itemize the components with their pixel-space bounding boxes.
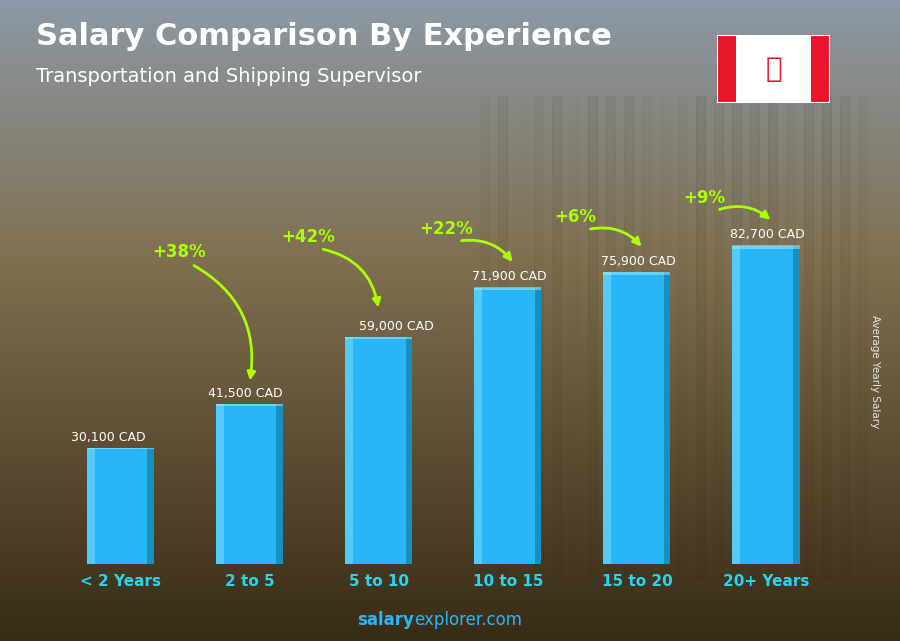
Bar <box>858 96 867 577</box>
Bar <box>87 448 154 449</box>
Bar <box>603 272 670 275</box>
Bar <box>660 96 669 577</box>
Bar <box>733 246 799 249</box>
Bar <box>750 96 759 577</box>
Text: 30,100 CAD: 30,100 CAD <box>71 431 146 444</box>
Bar <box>786 96 795 577</box>
Bar <box>87 448 95 564</box>
Bar <box>603 272 611 564</box>
Bar <box>216 404 284 406</box>
Text: explorer.com: explorer.com <box>414 612 522 629</box>
Bar <box>732 96 741 577</box>
Bar <box>406 337 412 564</box>
Text: +9%: +9% <box>683 189 725 207</box>
Text: Average Yearly Salary: Average Yearly Salary <box>869 315 880 428</box>
Bar <box>480 96 489 577</box>
Bar <box>570 96 579 577</box>
Text: +38%: +38% <box>152 243 205 261</box>
Bar <box>148 448 154 564</box>
Text: 🍁: 🍁 <box>765 55 782 83</box>
Bar <box>733 246 741 564</box>
Text: +42%: +42% <box>281 228 335 246</box>
Bar <box>793 246 799 564</box>
Bar <box>276 404 284 564</box>
Bar <box>498 96 507 577</box>
Bar <box>345 337 412 340</box>
Bar <box>678 96 687 577</box>
Text: +6%: +6% <box>554 208 596 226</box>
Bar <box>642 96 651 577</box>
Bar <box>840 96 849 577</box>
Bar <box>588 96 597 577</box>
FancyBboxPatch shape <box>733 246 799 564</box>
Bar <box>664 272 670 564</box>
Bar <box>552 96 561 577</box>
Bar <box>822 96 831 577</box>
FancyBboxPatch shape <box>345 337 412 564</box>
Text: 41,500 CAD: 41,500 CAD <box>208 387 283 400</box>
Bar <box>696 96 705 577</box>
Bar <box>535 288 542 564</box>
Bar <box>736 35 811 103</box>
FancyBboxPatch shape <box>216 404 284 564</box>
FancyBboxPatch shape <box>603 272 670 564</box>
Text: +22%: +22% <box>419 220 472 238</box>
Bar <box>474 287 542 290</box>
Text: Transportation and Shipping Supervisor: Transportation and Shipping Supervisor <box>36 67 421 87</box>
FancyBboxPatch shape <box>87 448 154 564</box>
Text: 71,900 CAD: 71,900 CAD <box>472 270 546 283</box>
Bar <box>606 96 615 577</box>
Bar <box>714 96 723 577</box>
Bar <box>624 96 633 577</box>
FancyBboxPatch shape <box>474 288 542 564</box>
Bar <box>474 288 482 564</box>
Text: 75,900 CAD: 75,900 CAD <box>601 254 676 267</box>
Text: salary: salary <box>357 612 414 629</box>
Bar <box>216 404 224 564</box>
Text: Salary Comparison By Experience: Salary Comparison By Experience <box>36 22 612 51</box>
Text: 59,000 CAD: 59,000 CAD <box>359 320 434 333</box>
Bar <box>804 96 813 577</box>
Bar <box>534 96 543 577</box>
Text: 82,700 CAD: 82,700 CAD <box>730 228 805 242</box>
Bar <box>516 96 525 577</box>
Bar <box>345 337 353 564</box>
Bar <box>768 96 777 577</box>
